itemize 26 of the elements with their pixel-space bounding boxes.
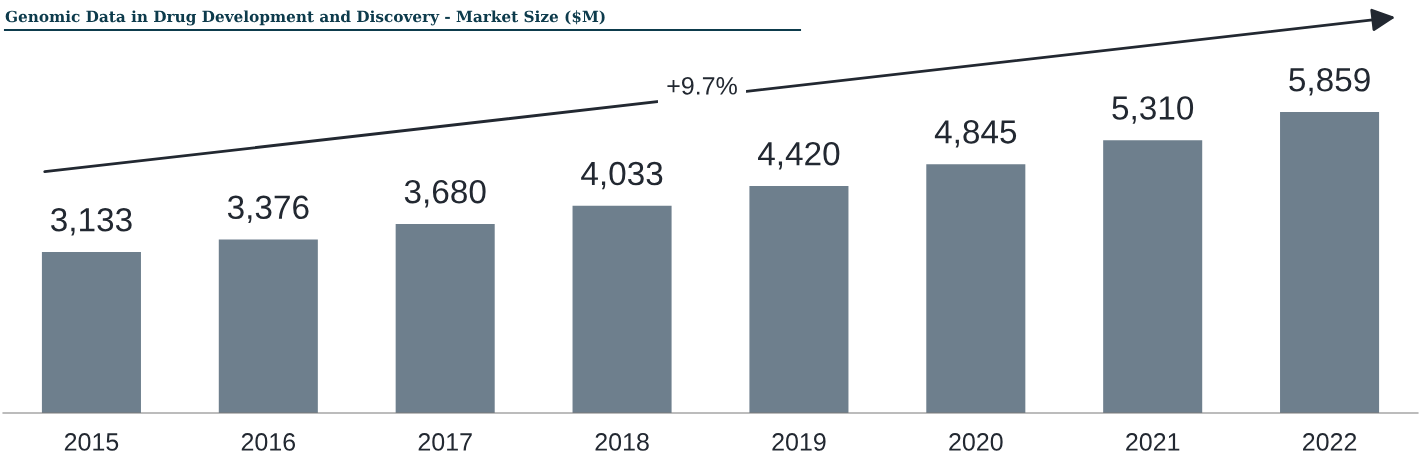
x-tick-label: 2021 [1126,433,1180,451]
data-label: 4,845 [934,120,1017,148]
data-label: 3,680 [404,179,486,208]
bar [395,223,495,413]
bar [1103,140,1203,413]
chart-title: Genomic Data in Drug Development and Discovery - Market Size ($M) [5,10,605,26]
x-tick-label: 2015 [64,433,119,451]
x-tick-label: 2019 [772,433,826,451]
data-label: 5,310 [1112,96,1194,124]
data-label: 3,376 [227,195,309,224]
data-label: 4,420 [758,141,840,170]
x-tick-label: 2018 [595,433,649,451]
data-label: 5,859 [1289,67,1370,96]
x-tick-label: 2016 [241,433,296,451]
bar [749,185,849,413]
x-tick-label: 2017 [418,433,472,451]
bar [1280,112,1380,413]
bar [926,164,1026,413]
data-label: 4,033 [581,161,663,190]
bar [41,252,141,413]
data-label: 3,133 [51,208,132,236]
text: +9.7% [667,77,737,95]
x-tick-label: 2020 [949,433,1003,451]
bar [218,239,318,413]
x-tick-label: 2022 [1303,433,1357,451]
bar [572,205,672,413]
